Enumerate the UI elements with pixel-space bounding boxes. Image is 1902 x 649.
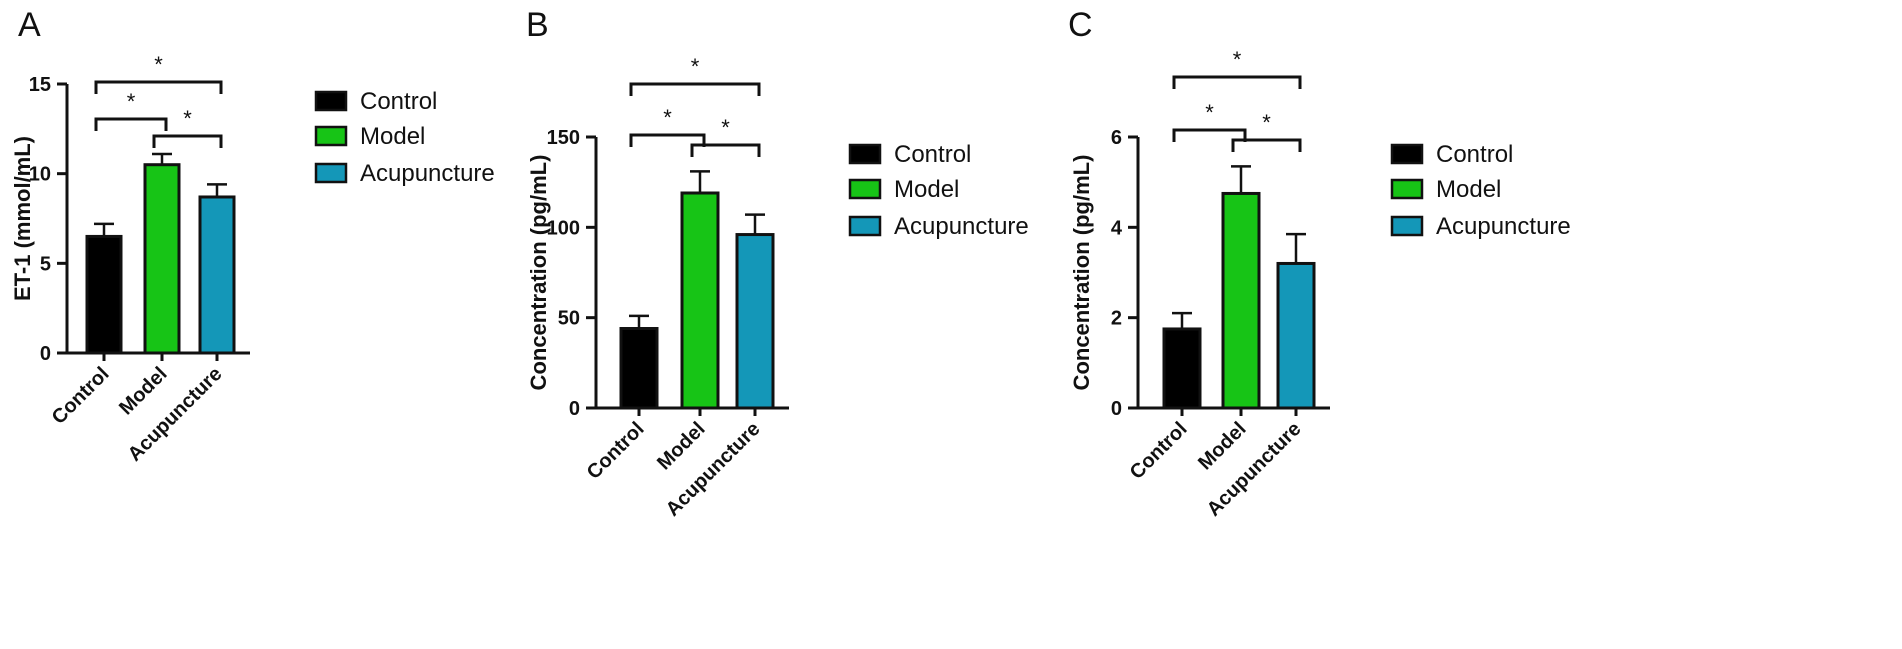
significance-star: * bbox=[1233, 47, 1242, 72]
panel-letter: A bbox=[18, 6, 41, 44]
x-tick-label: Control bbox=[48, 363, 114, 429]
y-tick-label: 5 bbox=[40, 253, 51, 275]
bar-model bbox=[143, 163, 181, 355]
legend-label: Acupuncture bbox=[360, 160, 495, 187]
significance-bracket bbox=[1231, 138, 1302, 152]
significance-star: * bbox=[1262, 110, 1271, 135]
y-tick-label: 6 bbox=[1111, 127, 1122, 149]
y-tick-label: 0 bbox=[569, 398, 580, 420]
legend-swatch-acupuncture bbox=[1390, 215, 1424, 237]
x-tick-label: Control bbox=[1126, 418, 1192, 484]
y-tick-label: 10 bbox=[29, 164, 51, 186]
significance-star: * bbox=[183, 106, 192, 131]
significance-bracket bbox=[94, 117, 168, 131]
legend-label: Control bbox=[1436, 141, 1513, 168]
panel-letter: C bbox=[1068, 6, 1093, 44]
legend-swatch-model bbox=[1390, 178, 1424, 200]
significance-star: * bbox=[127, 89, 136, 114]
significance-bracket bbox=[690, 143, 761, 157]
significance-bracket bbox=[629, 133, 706, 147]
significance-star: * bbox=[691, 54, 700, 79]
legend-swatch-acupuncture bbox=[848, 215, 882, 237]
bar-control bbox=[619, 327, 659, 410]
legend-label: Control bbox=[894, 141, 971, 168]
legend-label: Model bbox=[894, 176, 959, 203]
significance-bracket bbox=[629, 82, 761, 96]
legend-label: Acupuncture bbox=[894, 213, 1029, 240]
y-axis-label: Concentration (pg/mL) bbox=[526, 155, 551, 391]
y-tick-label: 4 bbox=[1111, 217, 1123, 239]
bar-acupuncture bbox=[198, 195, 236, 355]
y-tick-label: 0 bbox=[40, 343, 51, 365]
legend-label: Model bbox=[1436, 176, 1501, 203]
significance-star: * bbox=[154, 52, 163, 77]
legend-swatch-control bbox=[314, 90, 348, 112]
y-tick-label: 100 bbox=[547, 217, 580, 239]
legend-label: Acupuncture bbox=[1436, 213, 1571, 240]
legend-label: Model bbox=[360, 123, 425, 150]
panel-a: A 0 5 10 15 ET-1 (mmol/mL) Control Model Acupunc… bbox=[10, 6, 495, 466]
y-tick-label: 0 bbox=[1111, 398, 1122, 420]
y-tick-label: 50 bbox=[558, 308, 580, 330]
legend-swatch-model bbox=[848, 178, 882, 200]
bar-control bbox=[85, 234, 123, 355]
bar-control bbox=[1162, 327, 1202, 410]
y-tick-label: 15 bbox=[29, 74, 51, 96]
y-tick-label: 150 bbox=[547, 127, 580, 149]
significance-star: * bbox=[721, 115, 730, 140]
panel-c: C 0 2 4 6 Concentration (pg/mL) Control Model Ac… bbox=[1068, 6, 1571, 521]
bar-model bbox=[680, 191, 720, 410]
significance-star: * bbox=[663, 105, 672, 130]
y-axis-label: Concentration (pg/mL) bbox=[1069, 155, 1094, 391]
significance-bracket bbox=[94, 80, 223, 94]
legend-swatch-control bbox=[1390, 143, 1424, 165]
legend-label: Control bbox=[360, 88, 437, 115]
significance-bracket bbox=[1172, 75, 1302, 89]
panel-letter: B bbox=[526, 6, 549, 44]
y-tick-label: 2 bbox=[1111, 308, 1122, 330]
bar-model bbox=[1221, 191, 1261, 410]
significance-star: * bbox=[1205, 100, 1214, 125]
significance-bracket bbox=[1172, 128, 1247, 142]
panel-b: B 0 50 100 150 Concentration (pg/mL) Control Mo… bbox=[526, 6, 1029, 521]
legend-swatch-control bbox=[848, 143, 882, 165]
significance-bracket bbox=[152, 134, 223, 148]
bar-acupuncture bbox=[1276, 261, 1316, 410]
bar-acupuncture bbox=[735, 233, 775, 410]
y-axis-label: ET-1 (mmol/mL) bbox=[10, 136, 35, 301]
legend-swatch-model bbox=[314, 125, 348, 147]
x-tick-label: Control bbox=[583, 418, 649, 484]
legend-swatch-acupuncture bbox=[314, 162, 348, 184]
